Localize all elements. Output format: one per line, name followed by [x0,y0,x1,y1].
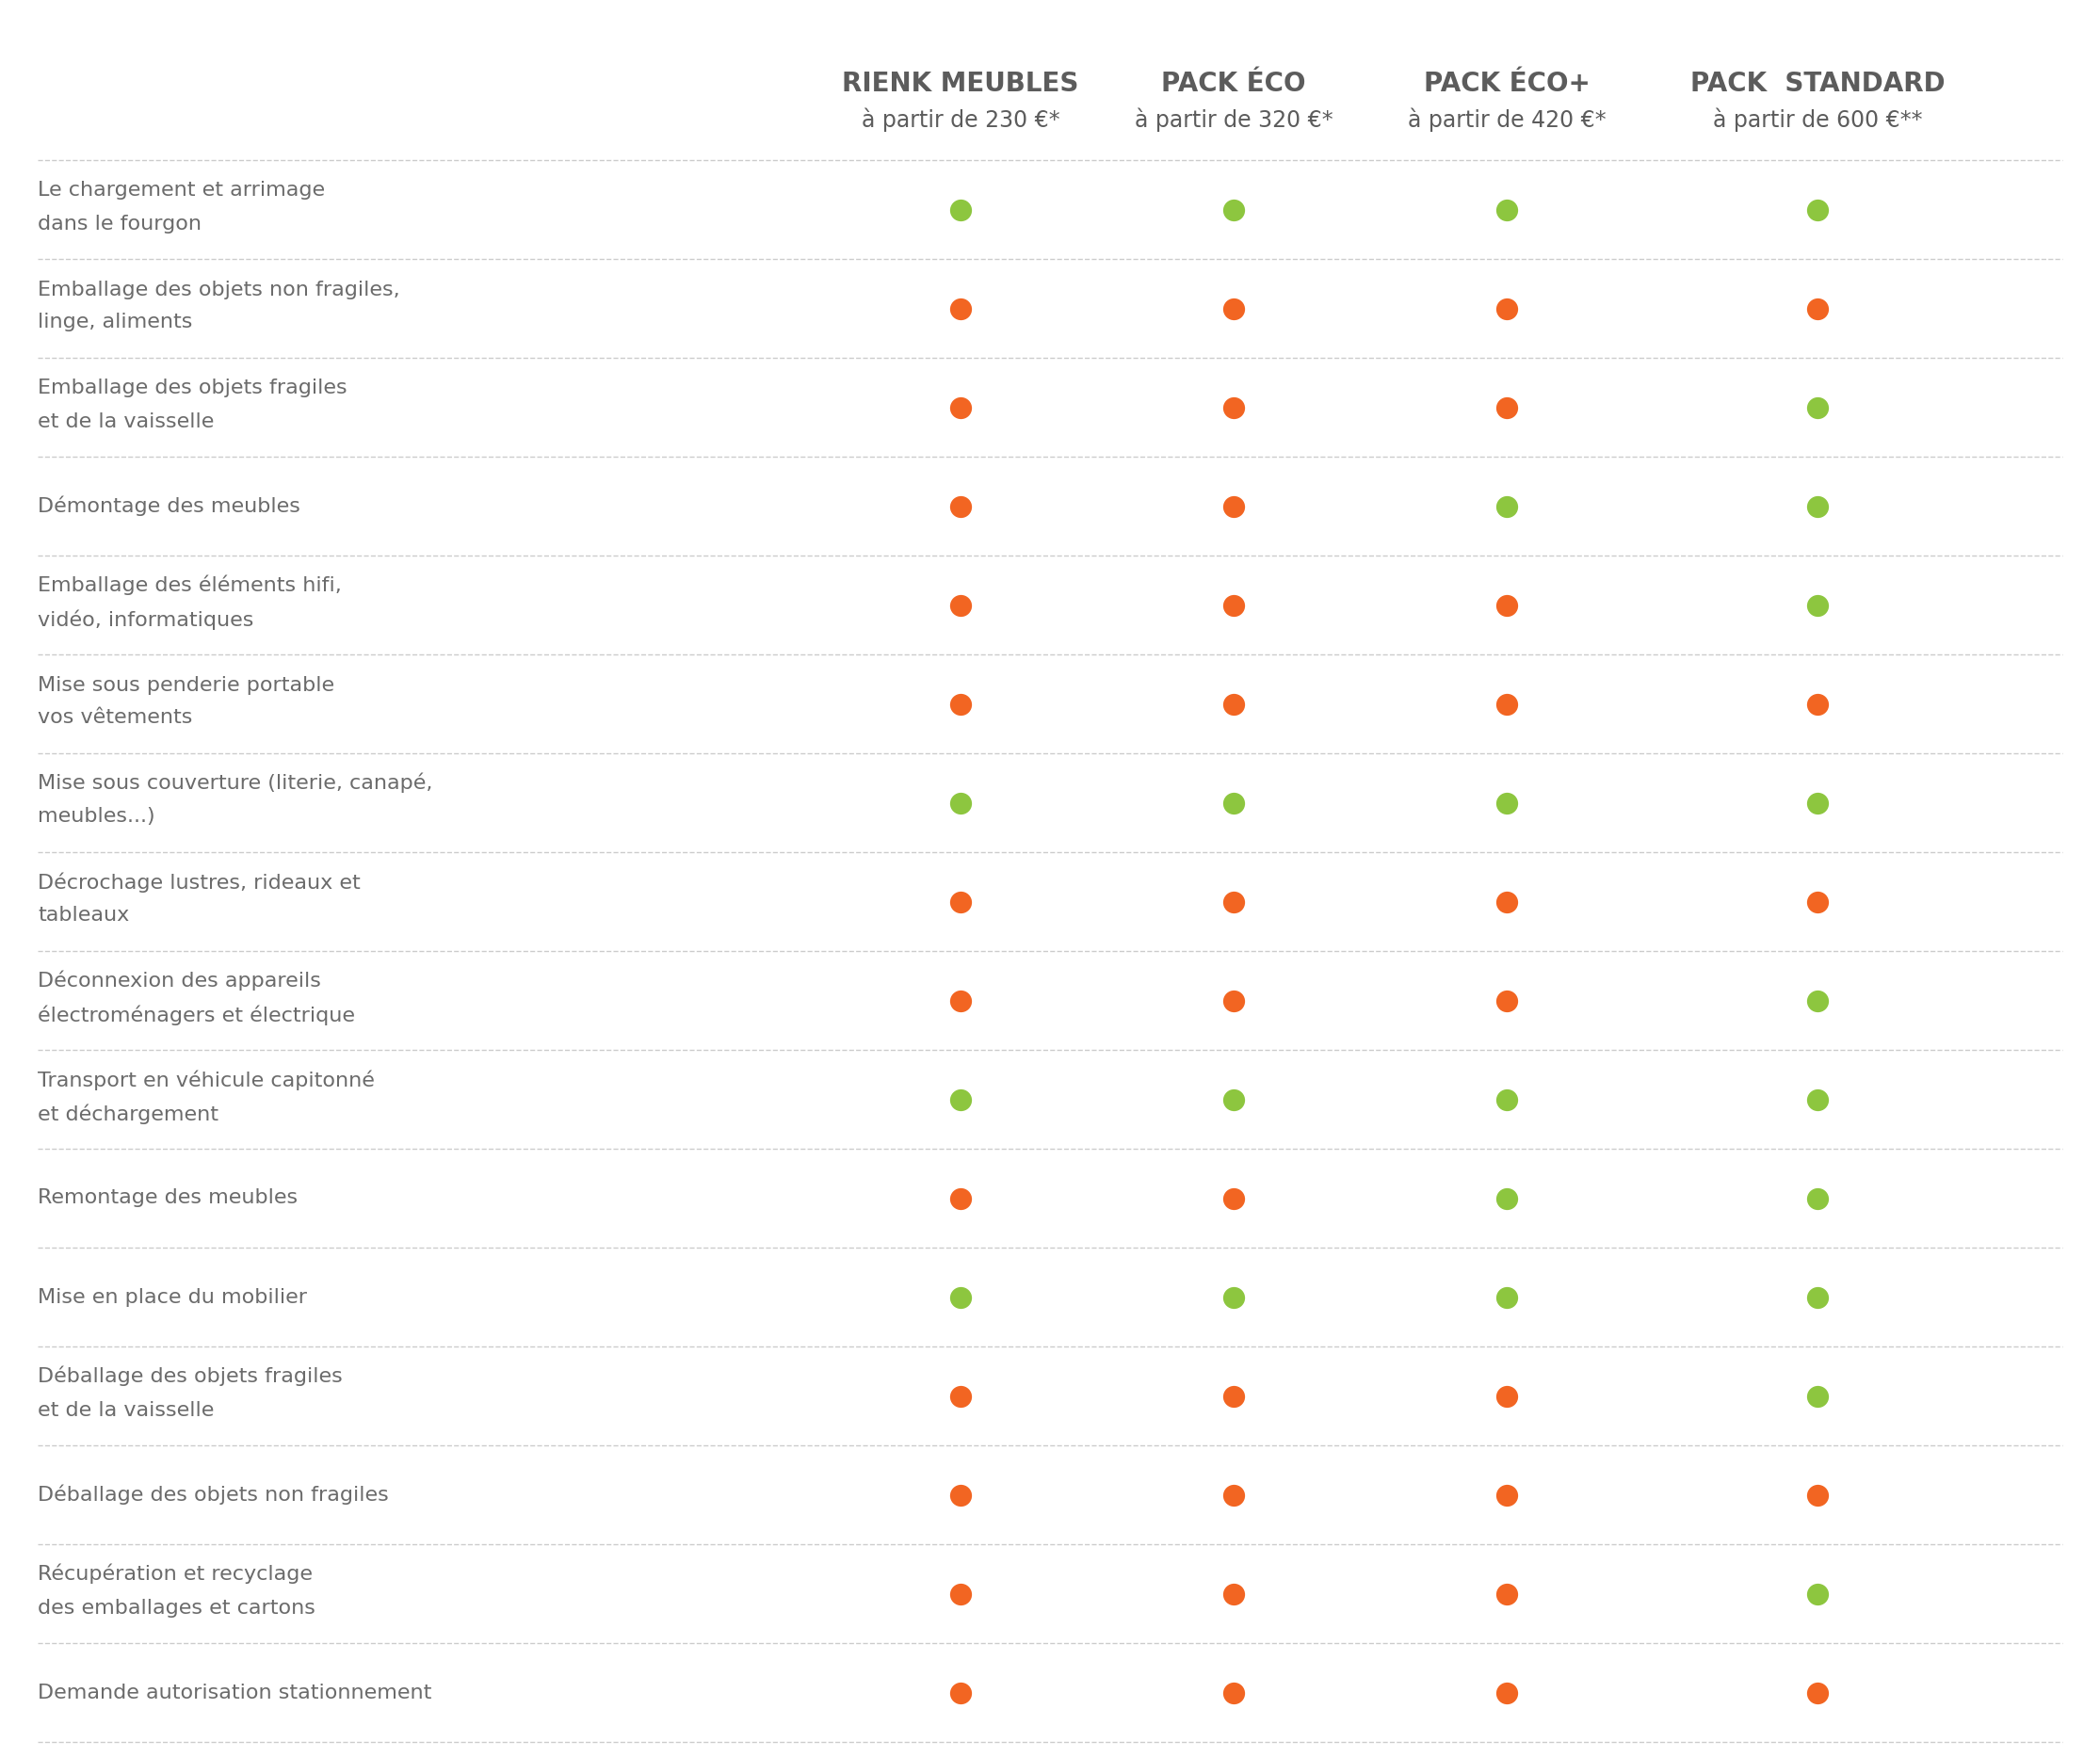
Point [1216,1481,1250,1509]
Point [1216,887,1250,915]
Text: PACK ÉCO: PACK ÉCO [1161,70,1306,97]
Text: à partir de 420 €*: à partir de 420 €* [1407,109,1607,132]
Point [1800,1086,1833,1114]
Text: dans le fourgon: dans le fourgon [38,214,202,234]
Text: Déconnexion des appareils: Déconnexion des appareils [38,972,321,991]
Text: Remontage des meubles: Remontage des meubles [38,1189,298,1207]
Point [1489,1184,1522,1212]
Point [1216,1580,1250,1608]
Point [1489,394,1522,422]
Text: Mise en place du mobilier: Mise en place du mobilier [38,1288,307,1307]
Point [1800,986,1833,1014]
Text: vidéo, informatiques: vidéo, informatiques [38,610,254,631]
Text: à partir de 230 €*: à partir de 230 €* [861,109,1061,132]
Point [1216,789,1250,817]
Point [1800,1283,1833,1311]
Point [943,1580,977,1608]
Text: des emballages et cartons: des emballages et cartons [38,1599,315,1616]
Point [943,1678,977,1706]
Point [943,492,977,520]
Point [1489,195,1522,223]
Point [943,1184,977,1212]
Text: Récupération et recyclage: Récupération et recyclage [38,1564,313,1585]
Point [1216,986,1250,1014]
Text: Décrochage lustres, rideaux et: Décrochage lustres, rideaux et [38,871,361,893]
Text: meubles...): meubles...) [38,808,155,826]
Point [1800,789,1833,817]
Point [1800,492,1833,520]
Point [943,789,977,817]
Text: PACK ÉCO+: PACK ÉCO+ [1424,70,1590,97]
Point [943,986,977,1014]
Text: Déballage des objets non fragiles: Déballage des objets non fragiles [38,1485,389,1506]
Point [1800,195,1833,223]
Point [1800,1678,1833,1706]
Point [1216,1381,1250,1409]
Text: Emballage des objets non fragiles,: Emballage des objets non fragiles, [38,279,399,299]
Point [943,1481,977,1509]
Point [943,394,977,422]
Text: Emballage des objets fragiles: Emballage des objets fragiles [38,380,347,397]
Text: Le chargement et arrimage: Le chargement et arrimage [38,181,326,200]
Point [943,1086,977,1114]
Text: Demande autorisation stationnement: Demande autorisation stationnement [38,1683,433,1703]
Text: Mise sous couverture (literie, canapé,: Mise sous couverture (literie, canapé, [38,773,433,794]
Point [1216,1678,1250,1706]
Point [1216,1283,1250,1311]
Text: Transport en véhicule capitonné: Transport en véhicule capitonné [38,1070,374,1089]
Point [1800,691,1833,719]
Point [1800,1184,1833,1212]
Point [1489,789,1522,817]
Text: à partir de 600 €**: à partir de 600 €** [1714,109,1922,132]
Text: tableaux: tableaux [38,907,130,926]
Text: RIENK MEUBLES: RIENK MEUBLES [842,70,1079,97]
Point [1489,691,1522,719]
Point [1489,1580,1522,1608]
Point [1216,394,1250,422]
Point [1489,986,1522,1014]
Point [1800,887,1833,915]
Point [1489,1086,1522,1114]
Point [943,887,977,915]
Text: et déchargement: et déchargement [38,1103,218,1124]
Point [1800,295,1833,323]
Point [1216,590,1250,618]
Point [943,295,977,323]
Point [1489,1283,1522,1311]
Text: PACK  STANDARD: PACK STANDARD [1691,70,1945,97]
Point [1216,492,1250,520]
Point [943,590,977,618]
Point [943,691,977,719]
Point [1489,1381,1522,1409]
Point [1800,1481,1833,1509]
Point [1800,590,1833,618]
Point [1489,887,1522,915]
Text: et de la vaisselle: et de la vaisselle [38,411,214,430]
Text: linge, aliments: linge, aliments [38,313,193,332]
Point [943,1381,977,1409]
Point [1800,394,1833,422]
Point [1216,295,1250,323]
Point [1216,1086,1250,1114]
Text: vos vêtements: vos vêtements [38,708,193,727]
Text: Mise sous penderie portable: Mise sous penderie portable [38,676,334,694]
Text: et de la vaisselle: et de la vaisselle [38,1400,214,1420]
Point [943,195,977,223]
Text: à partir de 320 €*: à partir de 320 €* [1134,109,1334,132]
Point [1800,1580,1833,1608]
Point [1216,691,1250,719]
Text: Démontage des meubles: Démontage des meubles [38,495,300,517]
Point [1489,295,1522,323]
Point [1489,1481,1522,1509]
Point [1800,1381,1833,1409]
Point [1489,1678,1522,1706]
Point [1489,590,1522,618]
Point [1216,1184,1250,1212]
Point [943,1283,977,1311]
Text: électroménagers et électrique: électroménagers et électrique [38,1005,355,1026]
Point [1489,492,1522,520]
Point [1216,195,1250,223]
Text: Déballage des objets fragiles: Déballage des objets fragiles [38,1367,342,1386]
Text: Emballage des éléments hifi,: Emballage des éléments hifi, [38,575,342,596]
